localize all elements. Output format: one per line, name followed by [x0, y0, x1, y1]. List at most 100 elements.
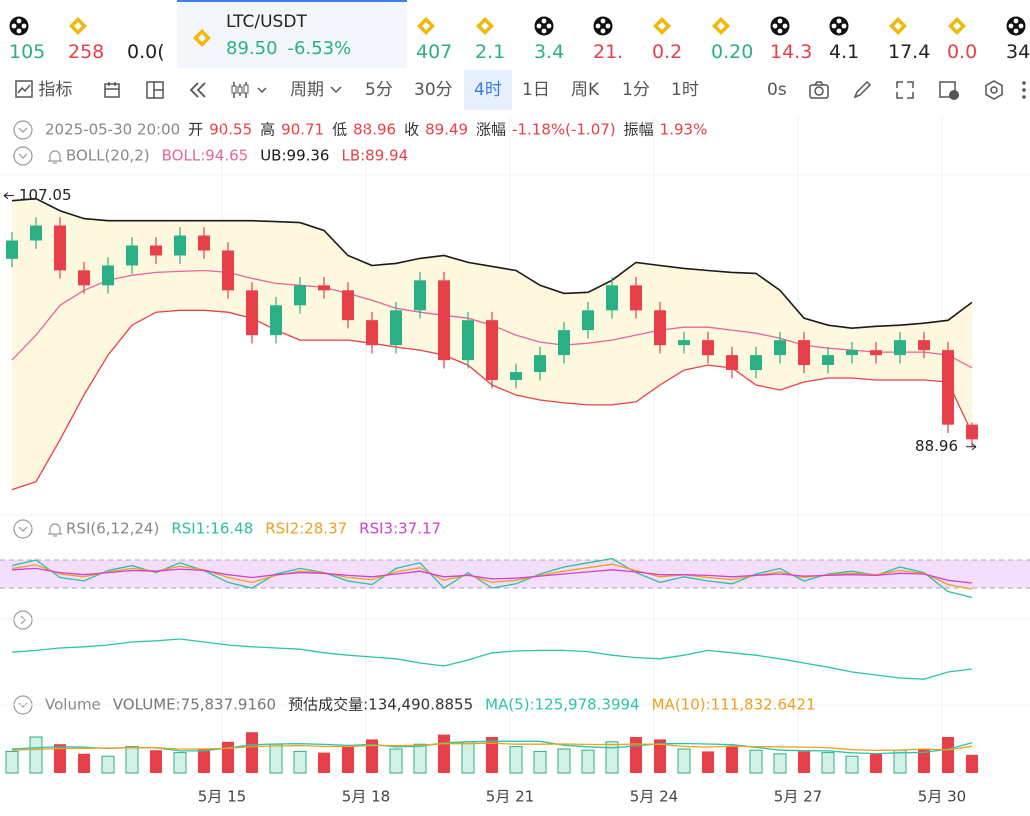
- candle-body: [246, 290, 258, 336]
- volume-bar: [318, 752, 330, 773]
- volume-bar: [125, 746, 139, 774]
- coin-dot: [536, 23, 542, 29]
- max-label: 107.05: [19, 186, 72, 204]
- pair-change: -6.53%: [287, 38, 352, 59]
- ticker-item[interactable]: 3.4: [525, 0, 584, 68]
- diamond: [948, 17, 966, 35]
- ticker-item[interactable]: 0.20: [702, 0, 761, 68]
- ticker-item[interactable]: 407: [407, 0, 466, 68]
- coin-dot: [1013, 18, 1019, 24]
- diamond: [193, 29, 211, 47]
- more-icon[interactable]: [1020, 80, 1030, 100]
- legend-item: BOLL:94.65: [162, 147, 249, 165]
- ticker-icon-box: [475, 0, 525, 36]
- volume-bar: [509, 746, 523, 774]
- candle-body: [342, 290, 354, 321]
- timer: 0s: [767, 80, 787, 100]
- volume-bar: [845, 755, 859, 774]
- indicators-button[interactable]: 指标: [15, 70, 72, 110]
- legend-title: RSI(6,12,24): [66, 520, 159, 538]
- volume-bar: [749, 749, 763, 774]
- layout-icon[interactable]: [146, 81, 164, 99]
- candle-body: [750, 355, 762, 370]
- ticker-item[interactable]: 34: [997, 0, 1030, 68]
- cross-icon: [1006, 16, 1026, 36]
- draw-icon[interactable]: [103, 81, 121, 99]
- info-value: 1.93%: [660, 121, 708, 139]
- volume-bar: [150, 750, 162, 773]
- candle-body: [102, 265, 114, 286]
- ticker-item[interactable]: 2.1: [466, 0, 525, 68]
- ticker-item[interactable]: 0.0(: [118, 0, 177, 68]
- diamond: [889, 17, 907, 35]
- interval-button[interactable]: 5分: [365, 80, 393, 100]
- coin: [534, 16, 554, 36]
- cross-icon: [829, 16, 849, 36]
- ticker-icon-box: [416, 0, 466, 36]
- volume-bar: [366, 739, 378, 773]
- interval-button[interactable]: 1时: [671, 80, 699, 100]
- candle-body: [630, 285, 642, 311]
- ticker-value: 2.1: [475, 41, 506, 63]
- ticker-item[interactable]: 0.2: [643, 0, 702, 68]
- ticker-item[interactable]: 14.3: [761, 0, 820, 68]
- ticker-item[interactable]: 258: [59, 0, 118, 68]
- volume-bar: [654, 739, 666, 773]
- coin: [1006, 16, 1026, 36]
- candle-body: [366, 320, 378, 346]
- settings-icon[interactable]: [984, 80, 1004, 100]
- info-value: 90.55: [209, 121, 252, 139]
- ticker-item[interactable]: 105: [0, 0, 59, 68]
- volume-bar: [870, 753, 882, 773]
- legend-item: MA(10):111,832.6421: [652, 696, 816, 714]
- ticker-item[interactable]: 0.0: [938, 0, 997, 68]
- candle-body: [726, 355, 738, 370]
- bnb-icon: [69, 17, 87, 35]
- toolbar: 指标 周期 5分 30分 4时 1日 周K 1分 1时 0s: [0, 70, 1030, 110]
- selected-pair-card[interactable]: LTC/USDT 89.50 -6.53%: [177, 0, 407, 68]
- period-button[interactable]: 周期: [290, 70, 343, 110]
- ticker-value: 4.1: [829, 41, 860, 63]
- x-tick-label: 5月 30: [918, 788, 966, 806]
- ticker-value: 258: [68, 41, 105, 63]
- pen-icon[interactable]: [852, 80, 872, 100]
- interval-button[interactable]: 4时: [464, 70, 512, 110]
- ticker-value: 0.0: [947, 41, 978, 63]
- ticker-item[interactable]: 21.: [584, 0, 643, 68]
- candle-body: [78, 270, 90, 286]
- rewind-icon[interactable]: [188, 81, 208, 99]
- template-icon[interactable]: [938, 80, 960, 100]
- bnb-icon: [417, 17, 435, 35]
- indicators-label: 指标: [38, 80, 73, 100]
- ticker-icon-box: [9, 0, 59, 36]
- ticker-value: 14.3: [770, 41, 813, 63]
- ticker-strip: 105 258 0.0(LTC/USDT 89.50 -6.53% 407 2.1 3.4 21…: [0, 0, 1030, 68]
- coin-dot: [541, 18, 547, 24]
- expand-icon[interactable]: [895, 80, 915, 100]
- camera-icon[interactable]: [808, 80, 830, 100]
- coin-dot: [21, 23, 27, 29]
- coin-dot: [600, 28, 606, 34]
- ticker-icon-box: [947, 0, 997, 36]
- ticker-item[interactable]: 17.4: [879, 0, 938, 68]
- indicators-icon: [15, 80, 33, 98]
- candle-body: [846, 350, 858, 356]
- info-value: 88.96: [353, 121, 396, 139]
- interval-button[interactable]: 1日: [522, 80, 550, 100]
- chart-type-icon[interactable]: [230, 80, 270, 100]
- candle-body: [558, 330, 570, 356]
- candle-body: [654, 310, 666, 346]
- candle-body: [174, 235, 186, 256]
- ticker-icon-box: [534, 0, 584, 36]
- info-label: 振幅: [624, 121, 654, 139]
- interval-button[interactable]: 30分: [414, 80, 453, 100]
- interval-button[interactable]: 周K: [571, 80, 600, 100]
- x-tick-label: 5月 27: [774, 788, 822, 806]
- volume-bar: [389, 748, 403, 774]
- interval-button[interactable]: 1分: [622, 80, 650, 100]
- ticker-item[interactable]: 4.1: [820, 0, 879, 68]
- x-tick-label: 5月 15: [198, 788, 246, 806]
- candle-body: [198, 235, 210, 251]
- coin-dot: [831, 23, 837, 29]
